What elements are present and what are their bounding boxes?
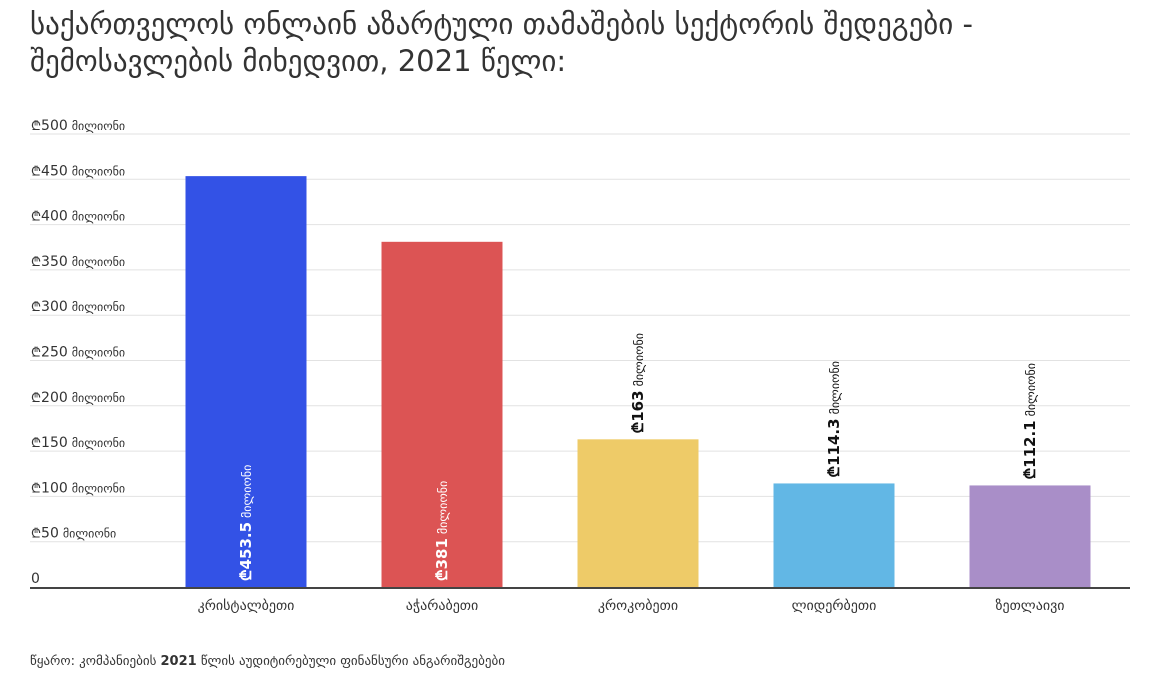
source-prefix: წყარო: კომპანიების xyxy=(30,654,161,669)
data-label: ₾163 მილიონი xyxy=(629,333,647,433)
y-tick-currency: ₾ xyxy=(31,300,41,315)
x-tick-label: ლიდერბეთი xyxy=(792,597,877,614)
data-label-unit: მილიონი xyxy=(1024,363,1038,416)
y-tick-label: ₾350 მილიონი xyxy=(31,254,125,270)
y-tick-number: 400 xyxy=(41,209,68,225)
data-label-value: ₾112.1 xyxy=(1021,420,1039,479)
data-label-value: ₾453.5 xyxy=(237,522,255,581)
y-tick-unit: მილიონი xyxy=(72,346,125,360)
x-axis-labels: კრისტალბეთი აჭარაბეთი კროკობეთი ლიდერბეთი ზე… xyxy=(198,597,1065,614)
y-tick-currency: ₾ xyxy=(31,255,41,270)
y-tick-unit: მილიონი xyxy=(72,255,125,269)
y-tick-currency: ₾ xyxy=(31,119,41,134)
data-label-value: ₾163 xyxy=(629,390,647,433)
data-label-unit: მილიონი xyxy=(436,481,450,534)
y-tick-unit: მილიონი xyxy=(72,436,125,450)
bar xyxy=(773,483,895,587)
bar xyxy=(185,176,307,587)
y-tick-currency: ₾ xyxy=(31,346,41,361)
y-axis-ticks: 0₾50 მილიონი₾100 მილიონი₾150 მილიონი₾200 მილ… xyxy=(31,118,125,587)
x-tick-label: ზეთლაივი xyxy=(995,598,1064,614)
data-label: ₾112.1 მილიონი xyxy=(1021,363,1039,479)
chart-title: საქართველოს ონლაინ აზარტული თამაშების სე… xyxy=(30,7,973,78)
y-tick-number: 200 xyxy=(41,390,68,406)
y-tick-label: ₾500 მილიონი xyxy=(31,118,125,134)
y-tick-number: 0 xyxy=(31,571,40,587)
data-label: ₾114.3 მილიონი xyxy=(825,361,843,477)
data-label-unit: მილიონი xyxy=(828,361,842,414)
x-tick-label: კროკობეთი xyxy=(598,597,678,614)
y-tick-label: ₾250 მილიონი xyxy=(31,345,125,361)
y-tick-number: 100 xyxy=(41,480,68,496)
y-tick-currency: ₾ xyxy=(31,436,41,451)
svg-text:₾112.1მილიონი: ₾112.1 მილიონი xyxy=(1021,363,1039,479)
source-note: წყარო: კომპანიების 2021 წლის აუდიტირებულ… xyxy=(30,654,1130,669)
y-tick-unit: მილიონი xyxy=(72,119,125,133)
bar xyxy=(381,241,503,587)
y-tick-number: 300 xyxy=(41,299,68,315)
data-label-value: ₾381 xyxy=(433,538,451,581)
y-tick-label: ₾150 მილიონი xyxy=(31,435,125,451)
bars xyxy=(185,176,1091,587)
y-tick-unit: მილიონი xyxy=(72,164,125,178)
source-year: 2021 xyxy=(160,654,197,669)
y-tick-currency: ₾ xyxy=(31,391,41,406)
data-label-unit: მილიონი xyxy=(240,465,254,518)
y-tick-number: 450 xyxy=(41,163,68,179)
source-suffix: წლის აუდიტირებული ფინანსური ანგარიშგებებ… xyxy=(196,654,505,669)
y-tick-label: ₾450 მილიონი xyxy=(31,163,125,179)
y-tick-label: ₾100 მილიონი xyxy=(31,480,125,496)
y-tick-unit: მილიონი xyxy=(72,481,125,495)
y-tick-number: 150 xyxy=(41,435,68,451)
data-label: ₾381 მილიონი xyxy=(433,481,451,581)
y-tick-unit: მილიონი xyxy=(72,210,125,224)
y-tick-unit: მილიონი xyxy=(72,391,125,405)
svg-text:₾163მილიონი: ₾163 მილიონი xyxy=(629,333,647,433)
y-tick-currency: ₾ xyxy=(31,164,41,179)
bar xyxy=(577,439,699,587)
y-tick-label: ₾400 მილიონი xyxy=(31,209,125,225)
y-tick-unit: მილიონი xyxy=(63,527,116,541)
data-labels: ₾453.5მილიონი₾381მილიონი₾163მილიონი₾114.… xyxy=(237,333,1039,581)
data-label-unit: მილიონი xyxy=(632,333,646,386)
x-tick-label: კრისტალბეთი xyxy=(198,597,295,614)
y-tick-label: ₾300 მილიონი xyxy=(31,299,125,315)
svg-text:₾381მილიონი: ₾381 მილიონი xyxy=(433,481,451,581)
bar xyxy=(969,485,1091,587)
y-tick-number: 500 xyxy=(41,118,68,134)
svg-text:₾114.3მილიონი: ₾114.3 მილიონი xyxy=(825,361,843,477)
y-tick-label: ₾200 მილიონი xyxy=(31,390,125,406)
y-tick-currency: ₾ xyxy=(31,210,41,225)
svg-text:₾453.5მილიონი: ₾453.5 მილიონი xyxy=(237,465,255,581)
y-tick-number: 350 xyxy=(41,254,68,270)
y-tick-currency: ₾ xyxy=(31,481,41,496)
data-label: ₾453.5 მილიონი xyxy=(237,465,255,581)
y-tick-currency: ₾ xyxy=(31,527,41,542)
x-tick-label: აჭარაბეთი xyxy=(406,597,479,614)
y-tick-unit: მილიონი xyxy=(72,300,125,314)
y-tick-label: 0 xyxy=(31,571,40,587)
y-tick-number: 50 xyxy=(41,526,59,542)
y-tick-label: ₾50 მილიონი xyxy=(31,526,116,542)
y-tick-number: 250 xyxy=(41,345,68,361)
data-label-value: ₾114.3 xyxy=(825,418,843,477)
